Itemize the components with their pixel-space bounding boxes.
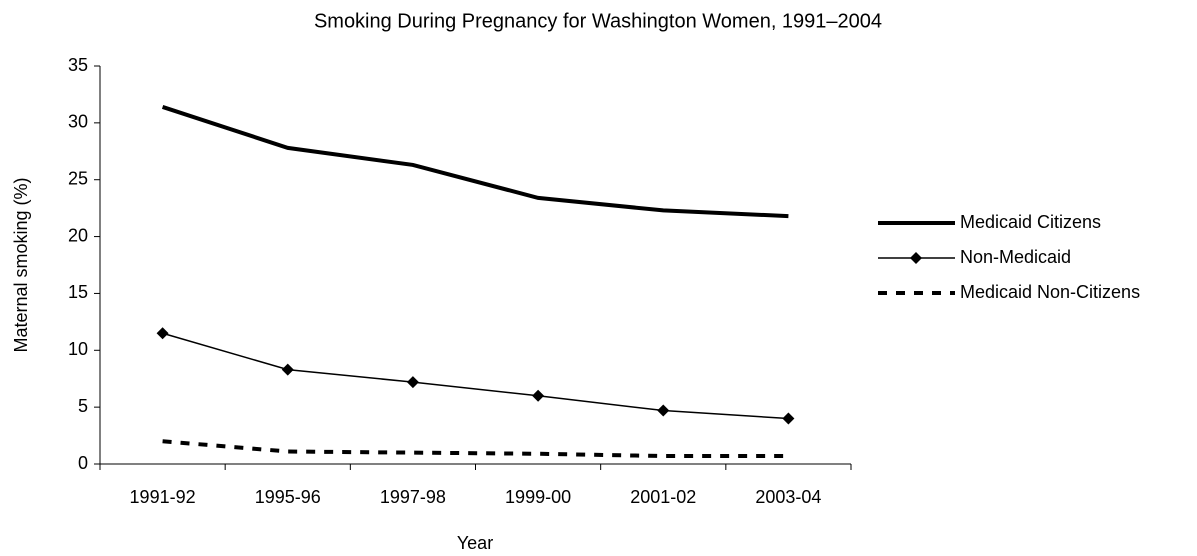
- x-tick-label: 2001-02: [630, 487, 696, 507]
- legend-label: Non-Medicaid: [960, 247, 1071, 267]
- y-tick-label: 25: [68, 168, 88, 188]
- y-tick-label: 35: [68, 55, 88, 75]
- y-tick-label: 15: [68, 282, 88, 302]
- point-marker: [281, 363, 294, 376]
- legend-label: Medicaid Citizens: [960, 212, 1101, 232]
- point-marker: [657, 404, 670, 417]
- x-tick-label: 1991-92: [130, 487, 196, 507]
- x-tick-label: 2003-04: [755, 487, 821, 507]
- x-tick-label: 1995-96: [255, 487, 321, 507]
- point-marker: [156, 327, 169, 340]
- point-marker: [782, 412, 795, 425]
- chart-title: Smoking During Pregnancy for Washington …: [314, 10, 882, 32]
- point-marker: [406, 376, 419, 389]
- x-axis-label: Year: [457, 533, 493, 553]
- y-tick-label: 5: [78, 396, 88, 416]
- x-tick-label: 1997-98: [380, 487, 446, 507]
- legend-marker: [910, 252, 922, 264]
- series-line: [161, 105, 789, 219]
- y-tick-label: 0: [78, 453, 88, 473]
- y-tick-label: 20: [68, 225, 88, 245]
- x-tick-label: 1999-00: [505, 487, 571, 507]
- legend-label: Medicaid Non-Citizens: [960, 282, 1140, 302]
- y-axis-label: Maternal smoking (%): [11, 177, 31, 352]
- y-tick-label: 30: [68, 112, 88, 132]
- point-marker: [532, 389, 545, 402]
- series-line: [162, 439, 789, 459]
- series-line: [162, 332, 789, 420]
- y-tick-label: 10: [68, 339, 88, 359]
